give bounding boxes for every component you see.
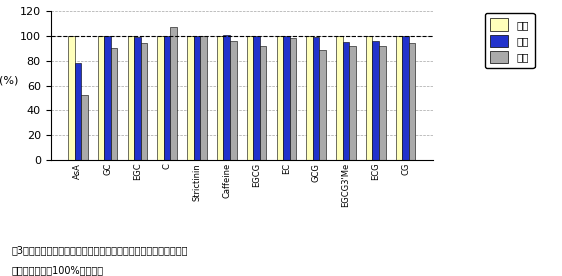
Bar [253,36,260,160]
Bar [68,36,75,160]
Bar [217,36,224,160]
Bar [247,36,253,160]
Bar [75,63,81,160]
Bar [200,36,207,160]
Bar [396,36,402,160]
Bar [157,36,164,160]
Bar [343,42,349,160]
Bar [306,36,313,160]
Bar [402,36,409,160]
Bar [105,36,111,160]
Bar [409,43,415,160]
Bar [98,36,105,160]
Bar [170,27,177,160]
Bar [140,43,147,160]
Bar [379,46,386,160]
Bar [277,36,283,160]
Bar [373,41,379,160]
Bar [224,35,230,160]
Bar [128,36,134,160]
Text: ０日の値を100%とした。: ０日の値を100%とした。 [11,265,103,275]
Legend: ０日, １日, ２日: ０日, １日, ２日 [484,13,534,68]
Bar [366,36,373,160]
Y-axis label: (%): (%) [0,76,19,86]
Bar [336,36,343,160]
Text: 図3　一旦使用したカテキン類標準溶液の冷蔵保存中の含有率変化: 図3 一旦使用したカテキン類標準溶液の冷蔵保存中の含有率変化 [11,246,188,256]
Bar [164,36,170,160]
Bar [319,50,326,160]
Bar [187,36,194,160]
Bar [313,37,319,160]
Bar [283,36,289,160]
Bar [111,48,117,160]
Bar [230,41,237,160]
Bar [194,36,200,160]
Bar [349,46,356,160]
Bar [81,95,88,160]
Bar [289,38,296,160]
Bar [260,46,266,160]
Bar [134,37,140,160]
